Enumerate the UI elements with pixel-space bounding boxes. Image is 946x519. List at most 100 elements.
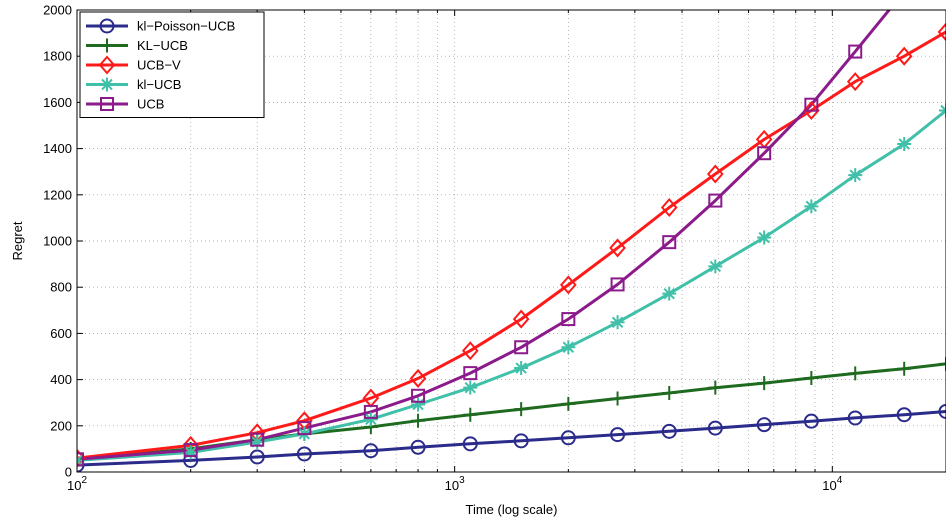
x-tick-label: 103	[445, 475, 465, 493]
x-tick-exponent: 2	[81, 475, 87, 486]
data-point-kl-ucb	[662, 286, 677, 301]
data-point-kl-ucb	[514, 361, 529, 376]
data-point-ucb	[757, 146, 772, 161]
x-tick-label: 104	[822, 475, 842, 493]
data-point-kl-ucb	[757, 230, 772, 245]
series-line-kl-poisson-ucb	[77, 410, 946, 467]
data-point-ucb	[561, 312, 576, 327]
y-tick-label: 1200	[43, 187, 72, 202]
series-markers	[77, 22, 946, 472]
y-tick-label: 2000	[43, 3, 72, 18]
data-point-ucb-v	[895, 46, 913, 66]
data-point-kl-poisson-ucb	[803, 413, 819, 429]
data-point-ucb	[183, 443, 198, 458]
x-axis-label: Time (log scale)	[466, 502, 558, 517]
data-point-ucb	[610, 277, 625, 292]
data-point-kl-poisson-ucb	[707, 420, 723, 436]
x-tick-base: 10	[445, 478, 459, 493]
data-point-ucb	[77, 452, 84, 467]
data-point-kl-poisson-ucb	[296, 446, 312, 462]
data-point-kl-ucb	[804, 199, 819, 214]
series-line-ucb-v	[77, 30, 946, 460]
y-tick-label: 800	[50, 280, 72, 295]
x-tick-base: 10	[67, 478, 81, 493]
data-point-kl-ucb	[561, 340, 576, 355]
data-point-kl-ucb	[610, 315, 625, 330]
data-point-kl-ucb	[757, 376, 772, 391]
data-point-ucb	[411, 388, 426, 403]
data-point-kl-poisson-ucb	[410, 439, 426, 455]
data-point-kl-ucb	[183, 445, 198, 460]
x-tick-base: 10	[822, 478, 836, 493]
legend: kl−Poisson−UCB KL−UCB UCB−V kl−UCB UCB	[79, 11, 265, 118]
data-point-kl-poisson-ucb	[938, 403, 946, 419]
data-point-ucb-v	[461, 341, 479, 361]
data-point-kl-poisson-ucb	[462, 436, 478, 452]
legend-label-kl-ucb: KL−UCB	[137, 38, 188, 53]
data-point-kl-ucb	[363, 412, 378, 427]
data-point-kl-poisson-ucb	[249, 449, 265, 465]
data-point-kl-ucb	[610, 391, 625, 406]
data-point-ucb	[804, 97, 819, 112]
data-point-ucb-v	[609, 238, 626, 258]
legend-label-kl-poisson-ucb: kl−Poisson−UCB	[137, 19, 235, 34]
series-line-ucb	[77, 10, 892, 461]
data-point-ucb	[297, 421, 312, 436]
legend-label-kl-ucb: kl−UCB	[137, 77, 181, 92]
data-point-kl-poisson-ucb	[847, 410, 863, 426]
y-tick-label: 1600	[43, 95, 72, 110]
y-tick-label: 600	[50, 326, 72, 341]
data-point-kl-ucb	[463, 380, 478, 395]
legend-marker-kl-poisson-ucb	[99, 18, 115, 34]
data-point-ucb-v	[512, 309, 530, 329]
data-point-kl-ucb	[848, 168, 863, 183]
data-point-kl-poisson-ucb	[513, 433, 529, 449]
data-point-ucb-v	[937, 22, 946, 42]
data-point-kl-ucb	[250, 434, 265, 449]
x-axis-ticks: 102 103 104	[67, 10, 946, 493]
data-point-kl-ucb	[708, 380, 723, 395]
data-point-ucb	[250, 432, 265, 447]
data-point-ucb	[708, 193, 723, 208]
data-point-kl-ucb	[411, 413, 426, 428]
data-point-ucb-v	[660, 197, 678, 218]
data-point-kl-ucb	[897, 361, 912, 376]
data-point-ucb	[463, 366, 478, 381]
data-point-ucb-v	[409, 368, 427, 388]
data-point-ucb	[662, 235, 677, 250]
data-point-kl-poisson-ucb	[756, 417, 772, 433]
y-tick-label: 1000	[43, 234, 72, 249]
legend-marker-kl-ucb	[100, 77, 114, 92]
y-axis-ticks: 0 200 400 600 800 1000 1200 1400 1600 1800 2000	[43, 3, 83, 480]
x-tick-exponent: 4	[837, 475, 843, 486]
data-point-ucb-v	[706, 164, 724, 184]
data-point-kl-ucb	[848, 366, 863, 381]
legend-label-ucb: UCB	[137, 97, 164, 112]
data-point-kl-poisson-ucb	[610, 427, 626, 443]
x-tick-label: 102	[67, 475, 87, 493]
data-point-kl-poisson-ucb	[661, 423, 677, 439]
data-point-ucb-v	[846, 72, 864, 92]
data-point-kl-ucb	[897, 136, 912, 151]
data-point-ucb-v	[560, 275, 577, 295]
data-point-ucb	[848, 44, 863, 59]
data-point-ucb	[363, 404, 378, 419]
data-point-kl-ucb	[411, 397, 426, 412]
y-tick-label: 1800	[43, 49, 72, 64]
legend-marker-ucb	[100, 97, 114, 111]
y-tick-label: 400	[50, 372, 72, 387]
data-point-kl-ucb	[939, 356, 946, 371]
legend-marker-kl-ucb	[100, 38, 114, 53]
x-tick-exponent: 3	[459, 475, 465, 486]
data-point-kl-poisson-ucb	[363, 443, 379, 459]
data-point-kl-poisson-ucb	[896, 407, 912, 423]
data-point-ucb-v	[803, 100, 820, 121]
series-line-kl-ucb	[77, 109, 946, 462]
data-point-kl-ucb	[708, 259, 723, 274]
data-point-kl-ucb	[514, 402, 529, 417]
legend-marker-ucb-v	[98, 55, 116, 75]
data-point-kl-poisson-ucb	[560, 430, 576, 446]
y-tick-label: 1400	[43, 141, 72, 156]
y-tick-label: 0	[65, 465, 72, 480]
